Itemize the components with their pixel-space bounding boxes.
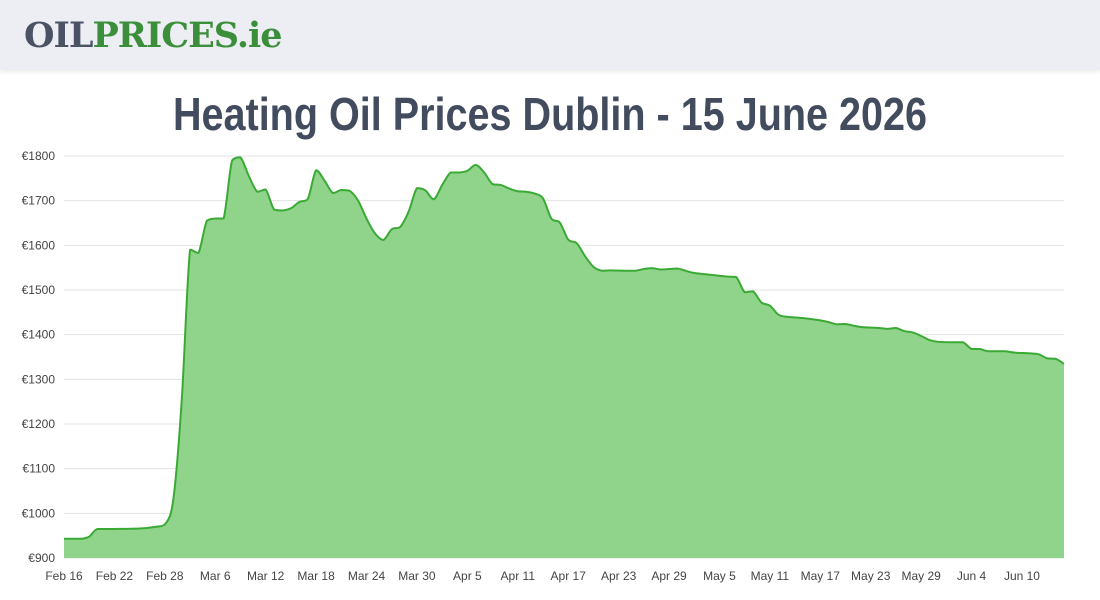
y-tick-label: €900 <box>28 551 55 565</box>
x-tick-label: Mar 18 <box>297 569 335 583</box>
x-axis-labels: Feb 16 Feb 22 Feb 28 Mar 6 Mar 12 Mar 18 Mar 2… <box>45 569 1040 583</box>
site-logo[interactable]: OILPRICES.ie <box>24 14 283 58</box>
y-tick-label: €1500 <box>22 283 56 297</box>
x-tick-label: Jun 10 <box>1004 569 1040 583</box>
site-header: OILPRICES.ie <box>0 0 1100 70</box>
y-tick-label: €1600 <box>22 238 56 252</box>
price-chart: €900 €1000 €1100 €1200 €1300 €1400 €1500 €1600 €… <box>22 149 1065 583</box>
x-tick-label: Mar 24 <box>348 569 386 583</box>
y-tick-label: €1700 <box>22 194 56 208</box>
x-tick-label: May 11 <box>751 569 790 583</box>
x-tick-label: Apr 17 <box>551 569 587 583</box>
x-tick-label: May 29 <box>901 569 941 583</box>
x-tick-label: May 17 <box>801 569 841 583</box>
x-tick-label: May 5 <box>703 569 736 583</box>
x-tick-label: Apr 11 <box>501 569 536 583</box>
x-tick-label: Feb 28 <box>146 569 184 583</box>
logo-text-prices: PRICES <box>92 15 237 56</box>
logo-text-oil: OIL <box>24 15 93 56</box>
series-area-fill <box>64 157 1064 558</box>
y-tick-label: €1200 <box>22 417 56 431</box>
series-line <box>63 156 1065 540</box>
chart-area-layer <box>63 156 1065 558</box>
x-tick-label: Apr 23 <box>601 569 637 583</box>
x-tick-label: Feb 16 <box>45 569 83 583</box>
x-tick-label: Apr 29 <box>651 569 687 583</box>
y-axis-labels: €900 €1000 €1100 €1200 €1300 €1400 €1500 €1600 €… <box>22 149 56 565</box>
y-tick-label: €1800 <box>22 149 56 163</box>
x-tick-label: Feb 22 <box>96 569 134 583</box>
page-title: Heating Oil Prices Dublin - 15 June 2026 <box>172 88 928 140</box>
y-tick-label: €1000 <box>22 506 56 520</box>
x-tick-label: Mar 6 <box>200 569 231 583</box>
y-tick-label: €1400 <box>22 328 56 342</box>
y-tick-label: €1100 <box>23 462 56 476</box>
x-tick-label: Apr 5 <box>453 569 482 583</box>
y-tick-label: €1300 <box>22 372 56 386</box>
x-tick-label: Jun 4 <box>957 569 987 583</box>
logo-text-tld: .ie <box>236 15 283 56</box>
x-tick-label: Mar 12 <box>247 569 285 583</box>
x-tick-label: May 23 <box>851 569 891 583</box>
x-tick-label: Mar 30 <box>398 569 436 583</box>
